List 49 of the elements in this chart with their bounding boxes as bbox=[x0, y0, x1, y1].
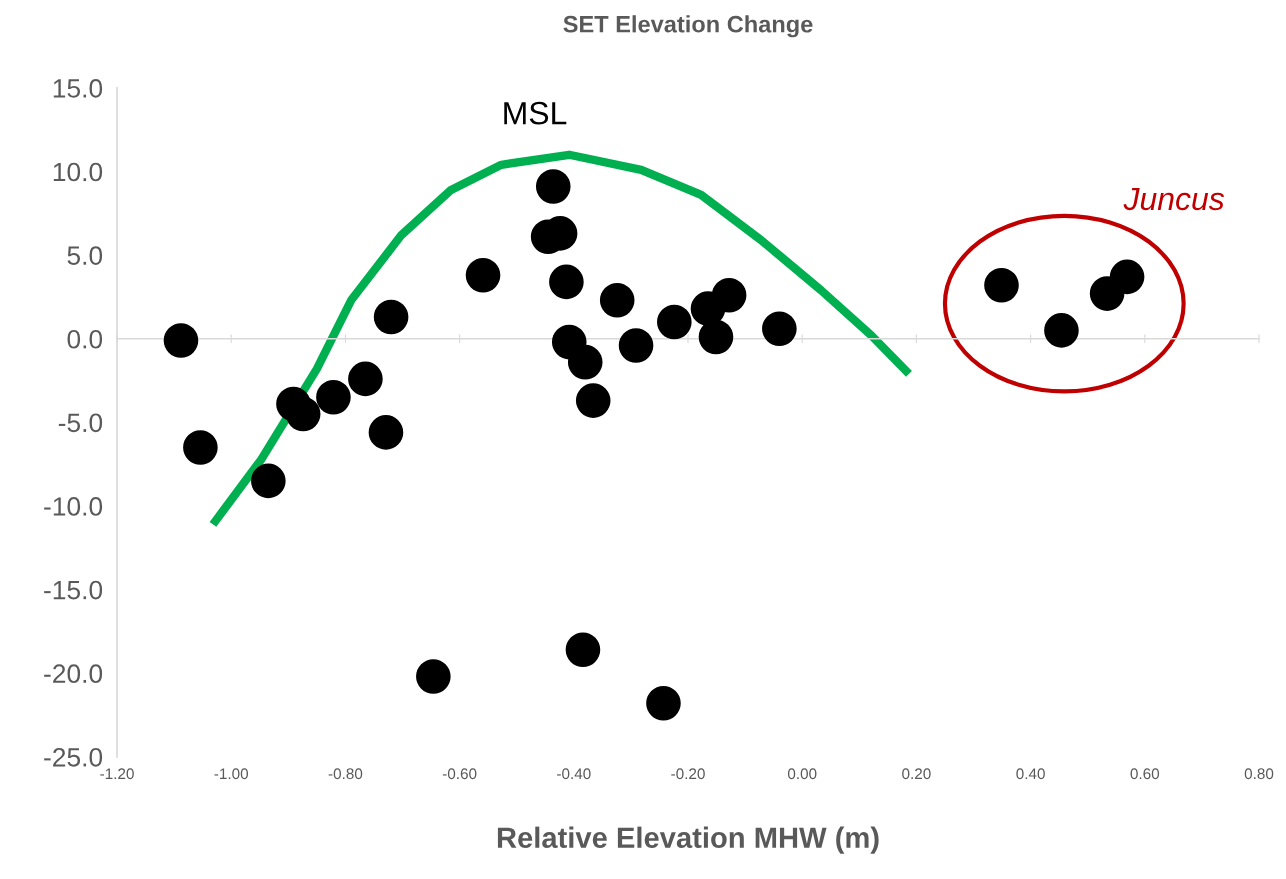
point bbox=[762, 311, 797, 346]
point bbox=[416, 659, 451, 694]
point bbox=[316, 379, 351, 415]
point bbox=[465, 257, 501, 293]
x-tick-label: -0.80 bbox=[328, 768, 363, 780]
point bbox=[646, 686, 681, 721]
annotation: MSL bbox=[504, 101, 567, 125]
x-tick-label: -0.20 bbox=[671, 768, 705, 780]
point bbox=[575, 383, 611, 418]
y-tick-label: 0.0 bbox=[67, 329, 103, 349]
x-axis-title: Relative Elevation MHW (m) bbox=[497, 826, 879, 854]
y-tick-label: -25.0 bbox=[44, 747, 103, 767]
point bbox=[549, 264, 584, 300]
point bbox=[984, 267, 1019, 303]
annotation: Juncus bbox=[1123, 187, 1225, 211]
y-tick-label: 15.0 bbox=[53, 79, 103, 98]
x-tick-label: 0.60 bbox=[1130, 768, 1160, 780]
point bbox=[348, 361, 383, 397]
point bbox=[373, 299, 409, 335]
x-tick-label: -1.20 bbox=[100, 768, 134, 780]
y-tick-label: -20.0 bbox=[44, 664, 103, 684]
x-tick-label: 0.80 bbox=[1244, 768, 1274, 780]
point bbox=[368, 415, 404, 450]
x-tick-label: -0.60 bbox=[442, 768, 477, 780]
point bbox=[1109, 259, 1145, 295]
point bbox=[567, 344, 603, 380]
x-tick-label: -1.00 bbox=[214, 768, 249, 780]
point bbox=[285, 396, 321, 432]
point bbox=[183, 430, 218, 465]
point bbox=[657, 304, 692, 340]
y-tick-label: 5.0 bbox=[67, 246, 103, 265]
chart-title: SET Elevation Change bbox=[563, 15, 813, 38]
point bbox=[599, 282, 635, 318]
y-tick-label: -5.0 bbox=[58, 413, 103, 433]
point bbox=[163, 323, 199, 358]
x-tick-label: 0.20 bbox=[902, 768, 931, 780]
x-tick-label: -0.40 bbox=[557, 768, 591, 780]
point bbox=[618, 328, 654, 363]
point bbox=[565, 632, 601, 668]
x-tick-label: 0.00 bbox=[787, 768, 817, 780]
point bbox=[711, 277, 747, 313]
y-tick-label: 10.0 bbox=[53, 162, 103, 182]
point bbox=[698, 319, 734, 355]
point bbox=[535, 169, 571, 204]
x-tick-label: 0.40 bbox=[1016, 768, 1045, 780]
y-tick-label: -10.0 bbox=[44, 497, 103, 516]
point bbox=[251, 463, 286, 499]
y-tick-label: -15.0 bbox=[44, 580, 103, 600]
point bbox=[1044, 313, 1079, 348]
